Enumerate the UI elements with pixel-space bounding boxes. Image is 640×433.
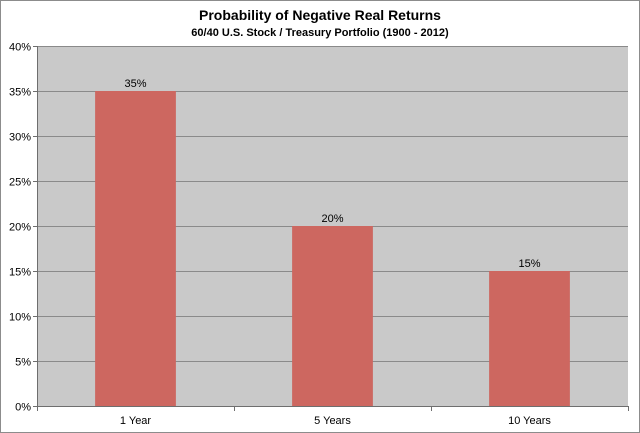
y-tick-label: 40%	[9, 42, 31, 54]
x-tick-label: 1 Year	[120, 415, 152, 427]
y-tick-label: 20%	[9, 222, 31, 234]
y-tick-label: 30%	[9, 132, 31, 144]
x-tick-label: 5 Years	[314, 415, 351, 427]
plot-area: 0% 5% 10% 15% 20% 25% 30% 35% 40% 35% 1 Year 20% 5 Y…	[9, 42, 629, 427]
bar	[489, 271, 570, 406]
chart-title: Probability of Negative Real Returns	[199, 7, 441, 23]
y-tick-label: 0%	[15, 402, 31, 414]
bar	[292, 226, 373, 406]
bar	[95, 91, 176, 406]
y-tick-label: 25%	[9, 177, 31, 189]
data-label: 35%	[124, 78, 146, 90]
x-tick-label: 10 Years	[508, 415, 551, 427]
y-tick-label: 35%	[9, 87, 31, 99]
data-label: 20%	[321, 213, 343, 225]
y-tick-label: 15%	[9, 267, 31, 279]
y-tick-label: 10%	[9, 312, 31, 324]
y-tick-label: 5%	[15, 357, 31, 369]
data-label: 15%	[518, 258, 540, 270]
chart-subtitle: 60/40 U.S. Stock / Treasury Portfolio (1…	[191, 27, 449, 39]
